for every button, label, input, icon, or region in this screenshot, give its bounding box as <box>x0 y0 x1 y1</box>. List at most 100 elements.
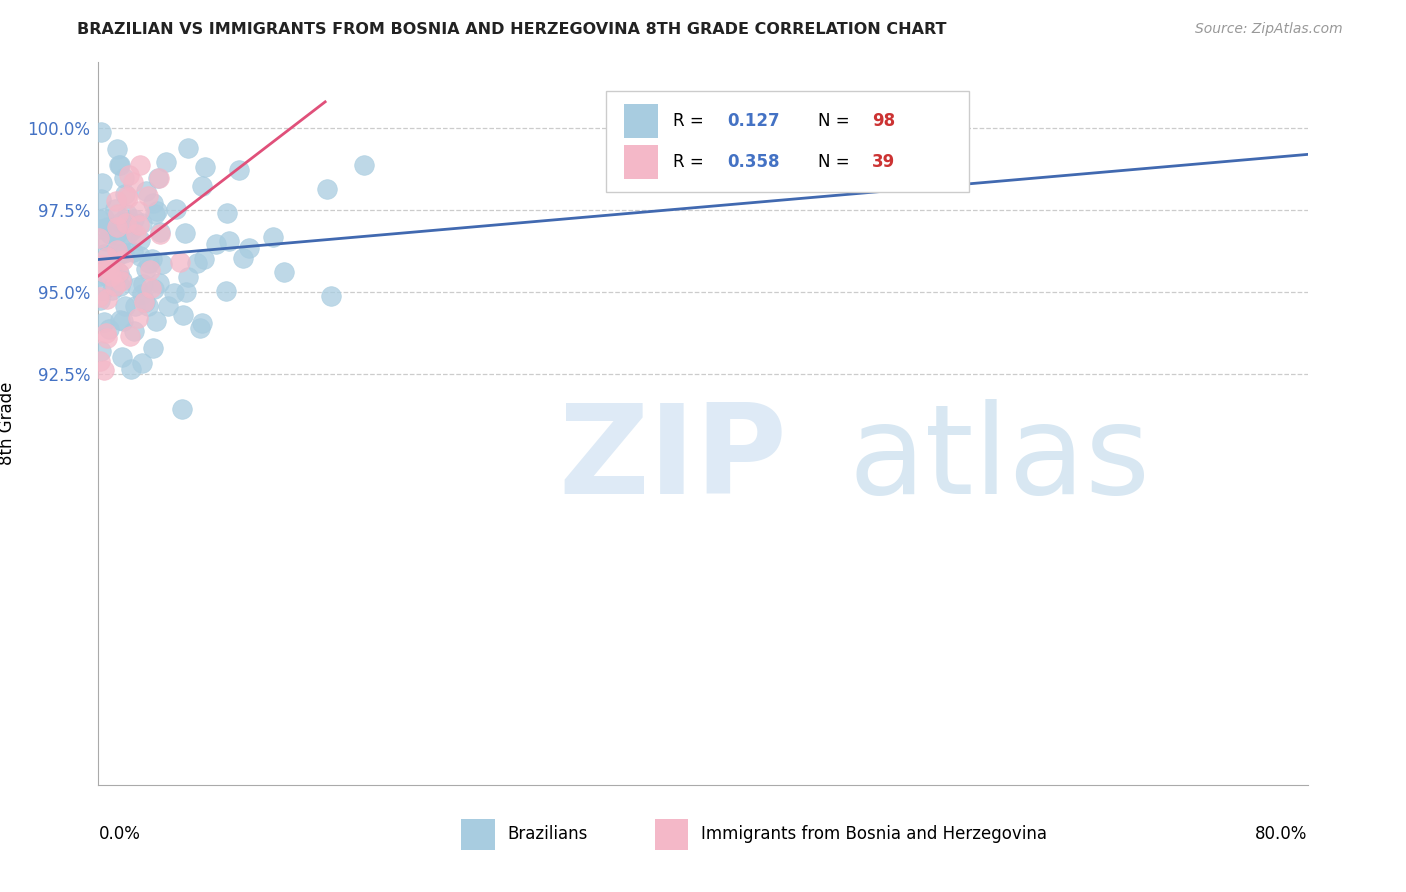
Point <box>134 295 156 310</box>
Point <box>131 356 153 370</box>
Point <box>191 179 214 194</box>
Point <box>96 293 118 307</box>
Point <box>136 188 159 202</box>
Point <box>89 353 111 368</box>
Point <box>89 293 111 307</box>
Point <box>145 204 167 219</box>
Point <box>96 260 118 274</box>
Point <box>90 258 112 272</box>
Point <box>315 182 337 196</box>
Point <box>108 247 131 261</box>
Point <box>110 274 132 288</box>
Point <box>114 299 136 313</box>
Point <box>104 278 127 293</box>
Point <box>205 236 228 251</box>
Text: 0.358: 0.358 <box>727 153 780 171</box>
Point <box>129 158 152 172</box>
Point <box>157 299 180 313</box>
Point <box>149 225 172 239</box>
FancyBboxPatch shape <box>655 819 689 850</box>
Point <box>148 171 170 186</box>
Point <box>172 308 194 322</box>
Point <box>121 245 143 260</box>
Point <box>165 202 187 217</box>
Point <box>150 258 173 272</box>
Point <box>94 235 117 249</box>
Point <box>135 262 157 277</box>
Point <box>100 269 122 284</box>
Point <box>138 256 160 270</box>
Point <box>112 246 135 260</box>
Point <box>214 284 236 298</box>
Point <box>163 286 186 301</box>
Point <box>117 227 139 241</box>
Point <box>262 230 284 244</box>
Point <box>90 125 112 139</box>
Point <box>104 202 127 216</box>
Point <box>114 216 136 230</box>
Point <box>114 187 136 202</box>
Point <box>188 321 211 335</box>
Text: N =: N = <box>818 112 855 130</box>
Point <box>111 252 134 267</box>
Point <box>90 192 112 206</box>
Point <box>91 176 114 190</box>
Point <box>131 286 153 301</box>
Point <box>105 142 128 156</box>
Point <box>127 280 149 294</box>
FancyBboxPatch shape <box>461 819 495 850</box>
Point <box>155 155 177 169</box>
Point <box>129 249 152 263</box>
Point <box>143 207 166 221</box>
Point <box>127 310 149 325</box>
Y-axis label: 8th Grade: 8th Grade <box>0 382 15 466</box>
Point <box>321 289 343 303</box>
Point <box>134 295 156 310</box>
Point <box>98 261 121 276</box>
Point <box>169 255 191 269</box>
Text: 98: 98 <box>872 112 896 130</box>
Point <box>107 265 129 279</box>
Point <box>108 158 131 172</box>
Point <box>111 314 134 328</box>
Point <box>108 237 131 252</box>
Point <box>93 265 115 279</box>
Point <box>141 252 163 266</box>
Point <box>120 328 142 343</box>
Point <box>104 228 127 243</box>
Point <box>136 299 159 313</box>
Point <box>122 175 145 189</box>
Point <box>89 290 111 304</box>
Point <box>142 195 165 210</box>
Text: ZIP: ZIP <box>558 400 786 520</box>
Point <box>112 170 135 185</box>
Point <box>145 314 167 328</box>
Point <box>111 350 134 364</box>
Point <box>105 194 128 208</box>
Point <box>110 278 132 293</box>
Point <box>103 270 125 285</box>
Point <box>94 326 117 340</box>
Point <box>97 220 120 235</box>
Text: 80.0%: 80.0% <box>1256 825 1308 843</box>
Point <box>89 269 111 284</box>
Point <box>115 189 138 203</box>
Point <box>93 211 115 225</box>
Point <box>176 141 198 155</box>
Point <box>89 231 111 245</box>
Point <box>122 212 145 227</box>
Point <box>121 222 143 236</box>
Point <box>139 263 162 277</box>
Point <box>238 241 260 255</box>
Point <box>193 252 215 266</box>
Text: Source: ZipAtlas.com: Source: ZipAtlas.com <box>1195 22 1343 37</box>
FancyBboxPatch shape <box>624 103 658 138</box>
Point <box>135 184 157 198</box>
Point <box>232 251 254 265</box>
Point <box>218 234 240 248</box>
Point <box>115 207 138 221</box>
Point <box>128 233 150 247</box>
FancyBboxPatch shape <box>624 145 658 179</box>
Point <box>173 227 195 241</box>
Point <box>93 362 115 376</box>
